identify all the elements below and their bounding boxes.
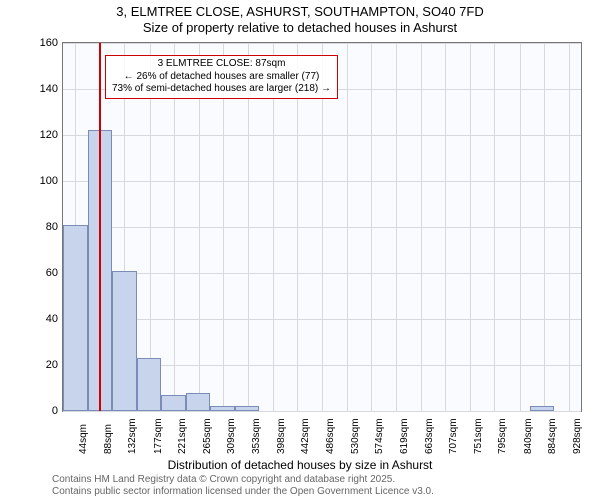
y-tick: 160 [28, 37, 58, 49]
y-tick: 140 [28, 83, 58, 95]
x-axis-label: Distribution of detached houses by size … [0, 458, 600, 472]
annotation-line1: 3 ELMTREE CLOSE: 87sqm [112, 58, 331, 71]
gridline-v [347, 43, 348, 411]
x-tick: 928sqm [572, 418, 583, 454]
plot-area: 3 ELMTREE CLOSE: 87sqm← 26% of detached … [62, 42, 582, 412]
histogram-bar [161, 395, 186, 411]
histogram-bar [186, 393, 211, 411]
chart-title-line1: 3, ELMTREE CLOSE, ASHURST, SOUTHAMPTON, … [0, 4, 600, 19]
gridline-v [494, 43, 495, 411]
x-tick: 795sqm [497, 418, 508, 454]
histogram-bar [137, 358, 162, 411]
histogram-bar [210, 406, 235, 411]
y-tick: 120 [28, 129, 58, 141]
gridline-v [569, 43, 570, 411]
y-tick: 40 [28, 313, 58, 325]
x-tick: 442sqm [300, 418, 311, 454]
attribution-line2: Contains public sector information licen… [52, 486, 434, 498]
histogram-bar [530, 406, 555, 411]
x-tick: 619sqm [399, 418, 410, 454]
x-tick: 132sqm [127, 418, 138, 454]
x-tick: 840sqm [523, 418, 534, 454]
x-tick: 530sqm [350, 418, 361, 454]
x-tick: 663sqm [424, 418, 435, 454]
gridline-v [470, 43, 471, 411]
y-tick: 0 [28, 405, 58, 417]
y-tick: 100 [28, 175, 58, 187]
gridline-v [371, 43, 372, 411]
histogram-bar [112, 271, 137, 411]
gridline-v [445, 43, 446, 411]
annotation-line3: 73% of semi-detached houses are larger (… [112, 83, 331, 96]
x-tick: 751sqm [473, 418, 484, 454]
attribution-text: Contains HM Land Registry data © Crown c… [52, 474, 434, 498]
x-tick: 398sqm [276, 418, 287, 454]
property-marker-line [99, 43, 101, 411]
x-tick: 353sqm [251, 418, 262, 454]
gridline-v [421, 43, 422, 411]
histogram-bar [235, 406, 260, 411]
x-tick: 486sqm [325, 418, 336, 454]
x-tick: 707sqm [448, 418, 459, 454]
y-tick: 60 [28, 267, 58, 279]
x-tick: 221sqm [177, 418, 188, 454]
x-tick: 44sqm [78, 424, 89, 454]
gridline-v [544, 43, 545, 411]
y-tick: 20 [28, 359, 58, 371]
x-tick: 177sqm [153, 418, 164, 454]
gridline-v [520, 43, 521, 411]
annotation-line2: ← 26% of detached houses are smaller (77… [112, 71, 331, 84]
attribution-line1: Contains HM Land Registry data © Crown c… [52, 474, 434, 486]
annotation-box: 3 ELMTREE CLOSE: 87sqm← 26% of detached … [105, 55, 338, 99]
x-tick: 265sqm [202, 418, 213, 454]
x-tick: 88sqm [103, 424, 114, 454]
x-tick: 884sqm [547, 418, 558, 454]
chart-title-line2: Size of property relative to detached ho… [0, 20, 600, 35]
gridline-v [396, 43, 397, 411]
histogram-bar [63, 225, 88, 411]
x-tick: 309sqm [226, 418, 237, 454]
chart-container: 3, ELMTREE CLOSE, ASHURST, SOUTHAMPTON, … [0, 0, 600, 500]
x-tick: 574sqm [374, 418, 385, 454]
y-tick: 80 [28, 221, 58, 233]
gridline-h [63, 411, 581, 412]
